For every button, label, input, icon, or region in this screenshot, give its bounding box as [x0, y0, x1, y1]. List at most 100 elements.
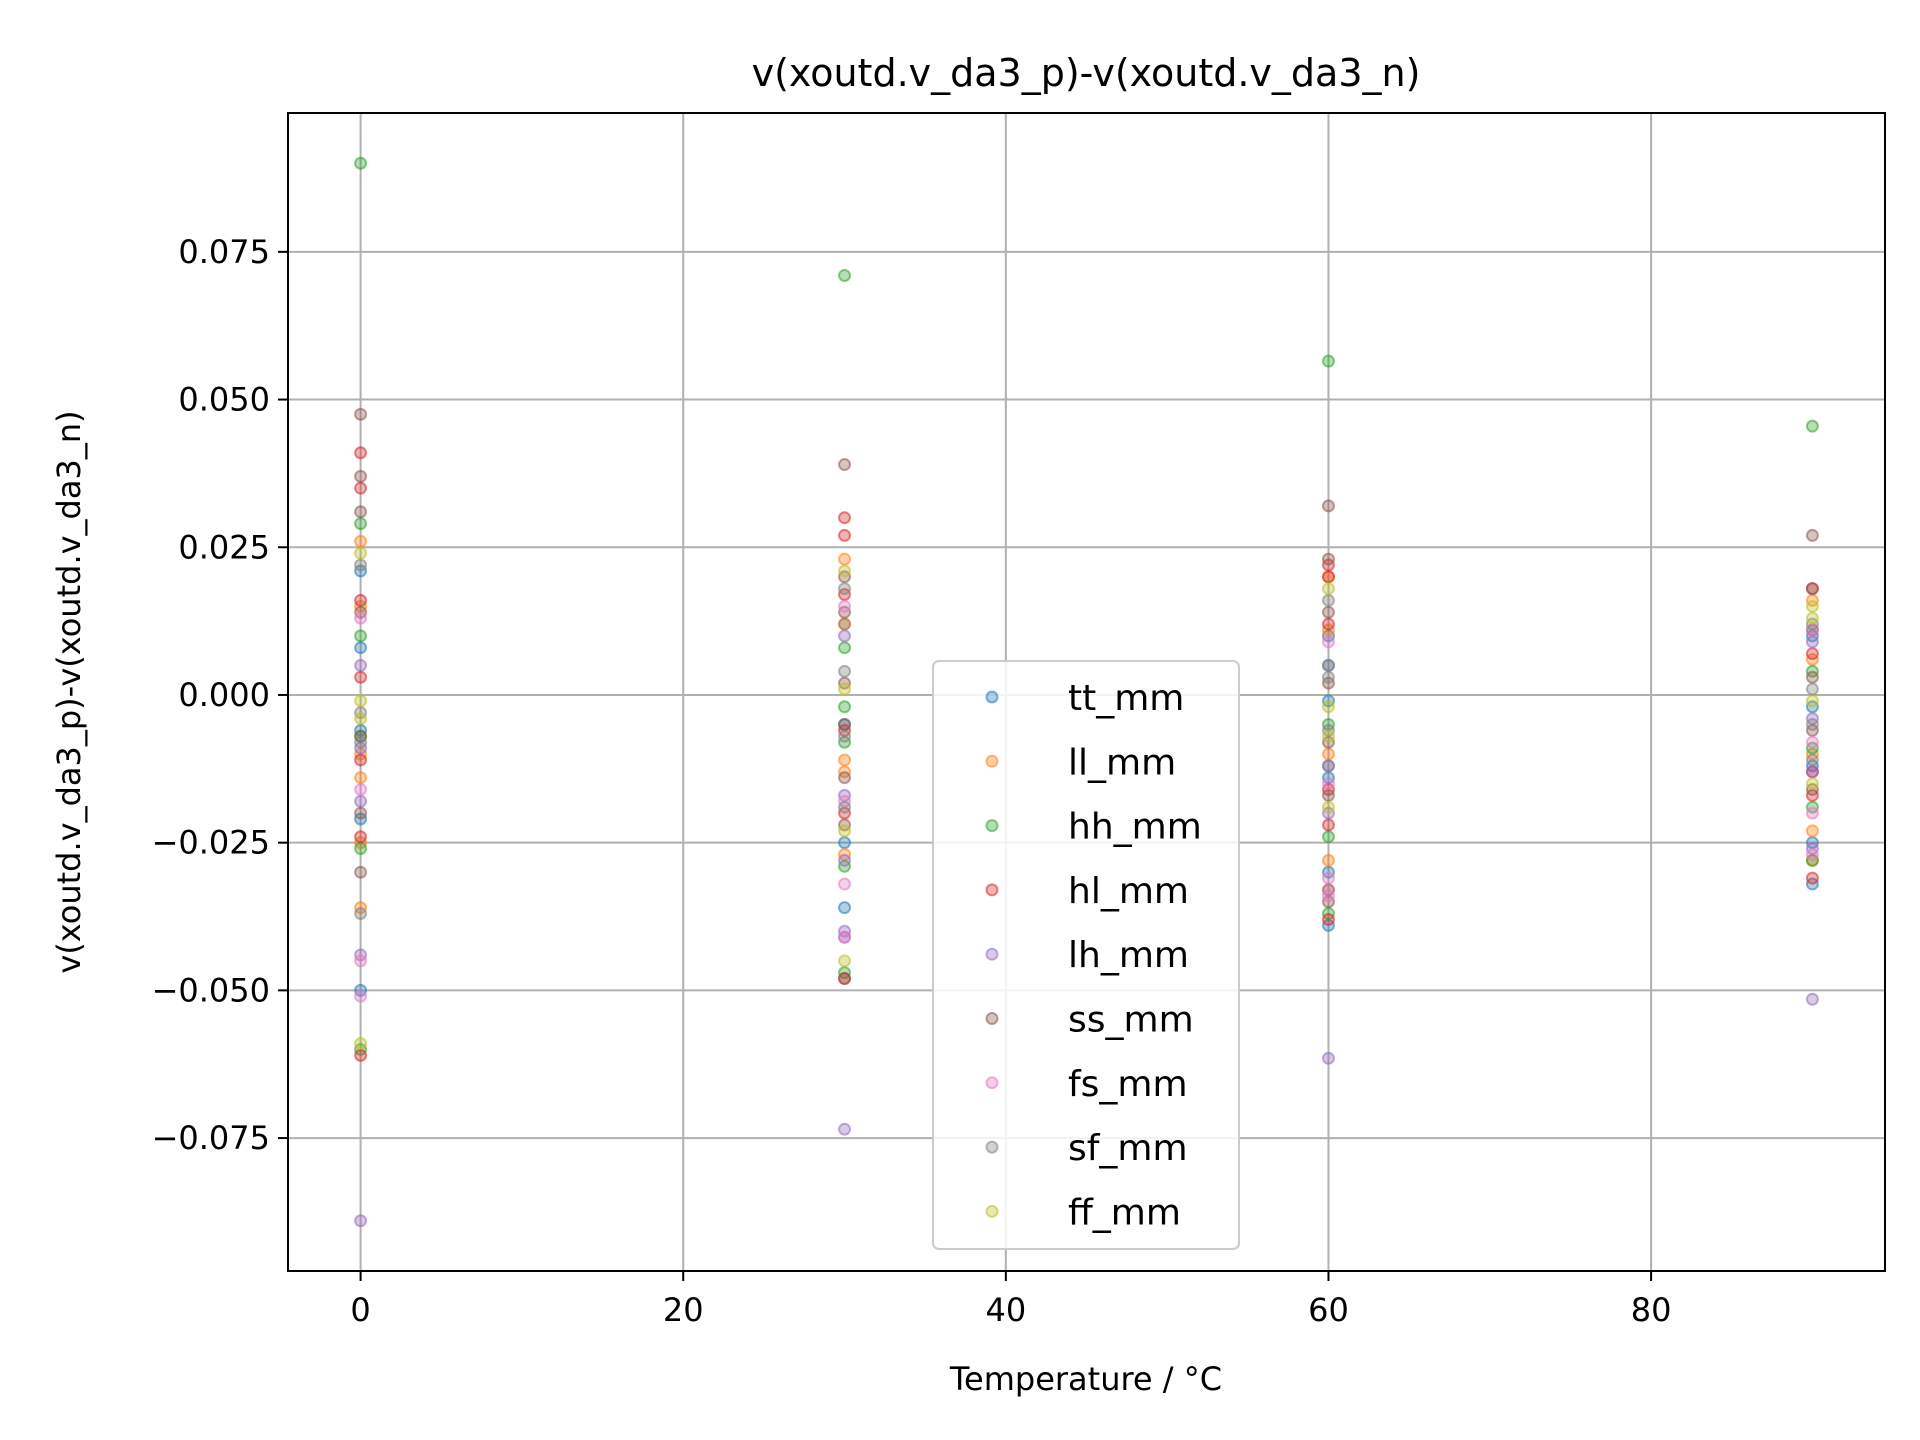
- data-point: [1321, 747, 1335, 761]
- data-point: [1321, 729, 1335, 743]
- data-point: [354, 670, 368, 684]
- data-point: [838, 771, 852, 785]
- x-tick-label: 20: [663, 1291, 704, 1329]
- legend-marker: [985, 1012, 999, 1025]
- axis-ticks: 0 20 40 60 80 −0.075 −0.050 −0.025 0.000 0.025 0.0…: [152, 233, 1672, 1329]
- data-point: [838, 901, 852, 915]
- data-point: [1321, 889, 1335, 903]
- data-point: [354, 641, 368, 655]
- data-point: [838, 599, 852, 613]
- legend-marker: [985, 947, 999, 961]
- data-point: [1321, 777, 1335, 791]
- data-point: [838, 954, 852, 968]
- data-point: [1321, 593, 1335, 607]
- legend-label: fs_mm: [1068, 1064, 1188, 1105]
- data-point: [1805, 871, 1819, 885]
- data-point: [1321, 605, 1335, 619]
- y-tick-label: −0.025: [152, 824, 270, 862]
- data-point: [1321, 635, 1335, 649]
- data-point: [838, 528, 852, 542]
- data-point: [838, 1122, 852, 1136]
- data-point: [838, 564, 852, 578]
- data-point: [838, 729, 852, 743]
- data-point: [838, 700, 852, 714]
- data-point: [1321, 871, 1335, 885]
- data-point: [1805, 847, 1819, 861]
- data-point: [354, 558, 368, 572]
- data-point: [838, 800, 852, 814]
- data-point: [838, 824, 852, 838]
- data-point: [838, 552, 852, 566]
- data-point: [1321, 1051, 1335, 1065]
- data-point: [1805, 806, 1819, 820]
- data-point: [354, 712, 368, 726]
- x-tick-label: 40: [985, 1291, 1026, 1329]
- data-point: [1805, 765, 1819, 779]
- data-point: [354, 806, 368, 820]
- data-point: [354, 694, 368, 708]
- data-point: [354, 446, 368, 460]
- data-point: [1321, 830, 1335, 844]
- data-point: [354, 1037, 368, 1051]
- series-fs-mm: [354, 599, 1819, 1003]
- data-point: [354, 611, 368, 625]
- data-point: [1321, 570, 1335, 584]
- data-point: [1321, 759, 1335, 773]
- data-point: [354, 658, 368, 672]
- series-ff-mm: [354, 546, 1819, 1051]
- series-sf-mm: [354, 558, 1819, 921]
- data-point: [1321, 800, 1335, 814]
- data-point: [354, 546, 368, 560]
- data-point: [1321, 658, 1335, 672]
- data-point: [354, 505, 368, 519]
- data-point: [354, 865, 368, 879]
- data-point: [1805, 992, 1819, 1006]
- data-point: [838, 511, 852, 525]
- legend-label: ss_mm: [1068, 1000, 1194, 1041]
- data-point: [838, 582, 852, 596]
- data-point: [1321, 818, 1335, 832]
- chart-title: v(xoutd.v_da3_p)-v(xoutd.v_da3_n): [752, 51, 1421, 95]
- data-point: [354, 407, 368, 421]
- data-point: [1321, 582, 1335, 596]
- data-point: [1805, 528, 1819, 542]
- data-point: [838, 853, 852, 867]
- data-point: [838, 268, 852, 282]
- legend-label: hh_mm: [1068, 807, 1202, 848]
- data-point: [1805, 582, 1819, 596]
- legend: tt_mm ll_mm hh_mm hl_mm lh_mm ss_mm fs_mm sf_mm…: [932, 660, 1240, 1250]
- data-point: [354, 481, 368, 495]
- y-tick-label: −0.075: [152, 1119, 270, 1157]
- data-point: [1805, 753, 1819, 767]
- data-point: [838, 458, 852, 472]
- data-point: [1805, 717, 1819, 731]
- y-tick-label: 0.025: [178, 528, 270, 566]
- data-point: [838, 682, 852, 696]
- data-point: [354, 1048, 368, 1062]
- plot-frame: [287, 112, 1886, 1272]
- data-point: [1321, 552, 1335, 566]
- data-point: [838, 877, 852, 891]
- legend-box: [932, 660, 1240, 1250]
- data-point: [1321, 617, 1335, 631]
- data-point: [838, 664, 852, 678]
- data-point: [354, 771, 368, 785]
- data-point: [1321, 499, 1335, 513]
- data-point: [354, 156, 368, 170]
- data-point: [354, 907, 368, 921]
- data-point: [354, 753, 368, 767]
- x-tick-label: 60: [1308, 1291, 1349, 1329]
- legend-label: sf_mm: [1068, 1128, 1188, 1169]
- data-point: [838, 753, 852, 767]
- legend-marker: [985, 883, 999, 897]
- data-point: [1805, 611, 1819, 625]
- data-point: [354, 954, 368, 968]
- data-point: [838, 717, 852, 731]
- data-point: [354, 593, 368, 607]
- x-tick-label: 80: [1631, 1291, 1672, 1329]
- data-point: [1321, 354, 1335, 368]
- data-point: [354, 794, 368, 808]
- data-point: [354, 830, 368, 844]
- legend-marker: [985, 1076, 999, 1090]
- y-axis-title: v(xoutd.v_da3_p)-v(xoutd.v_da3_n): [50, 410, 88, 973]
